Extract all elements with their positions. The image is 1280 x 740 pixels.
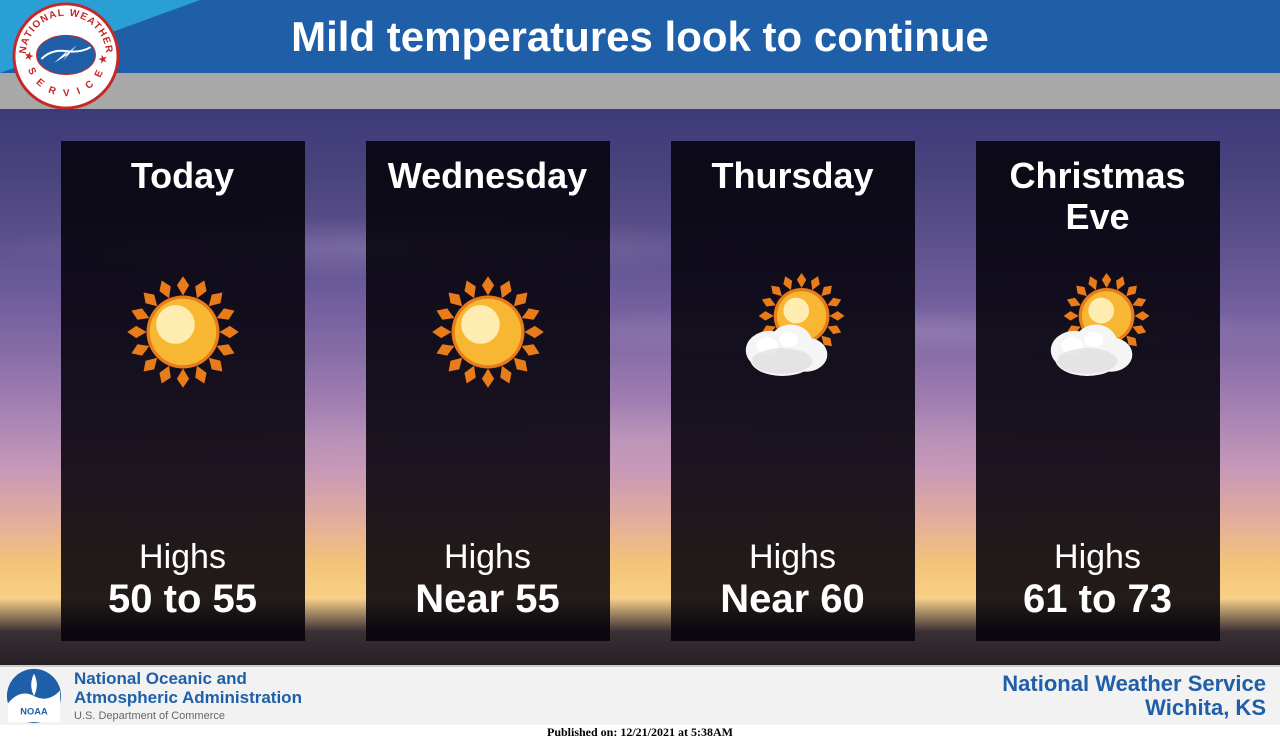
weather-partly-cloudy-icon <box>1033 247 1163 417</box>
forecast-day-label: ChristmasEve <box>1009 155 1185 241</box>
forecast-day-label: Today <box>131 155 234 241</box>
noaa-name-2: Atmospheric Administration <box>74 689 302 708</box>
forecast-highs: Highs 61 to 73 <box>1023 538 1172 621</box>
highs-label: Highs <box>720 538 865 577</box>
forecast-highs: Highs Near 60 <box>720 538 865 621</box>
noaa-name-1: National Oceanic and <box>74 670 302 689</box>
sub-header-bar <box>0 73 1280 109</box>
forecast-panel: Today Highs 50 to 55 Wednesday Highs Nea… <box>0 109 1280 665</box>
forecast-day-label: Wednesday <box>388 155 587 241</box>
footer-bar: NOAA National Oceanic and Atmospheric Ad… <box>0 665 1280 725</box>
nws-logo-icon: NATIONAL WEATHER ★ S E R V I C E ★ <box>12 2 120 110</box>
nws-name: National Weather Service <box>1002 672 1266 696</box>
forecast-highs: Highs Near 55 <box>415 538 560 621</box>
highs-value: Near 55 <box>415 577 560 621</box>
highs-value: 61 to 73 <box>1023 577 1172 621</box>
forecast-highs: Highs 50 to 55 <box>108 538 257 621</box>
noaa-subtitle: U.S. Department of Commerce <box>74 710 302 722</box>
forecast-card: Thursday Highs Near 60 <box>671 141 915 641</box>
nws-location: Wichita, KS <box>1002 696 1266 720</box>
forecast-card: Today Highs 50 to 55 <box>61 141 305 641</box>
page-title: Mild temperatures look to continue <box>291 13 989 61</box>
forecast-day-label: Thursday <box>711 155 873 241</box>
weather-partly-cloudy-icon <box>728 247 858 417</box>
highs-label: Highs <box>1023 538 1172 577</box>
highs-label: Highs <box>108 538 257 577</box>
highs-value: Near 60 <box>720 577 865 621</box>
svg-text:NOAA: NOAA <box>20 707 48 717</box>
weather-sun-icon <box>124 247 242 417</box>
published-timestamp: Published on: 12/21/2021 at 5:38AM <box>0 725 1280 740</box>
highs-label: Highs <box>415 538 560 577</box>
forecast-card: ChristmasEve Highs 61 to 73 <box>976 141 1220 641</box>
weather-sun-icon <box>429 247 547 417</box>
highs-value: 50 to 55 <box>108 577 257 621</box>
noaa-text-block: National Oceanic and Atmospheric Adminis… <box>74 670 302 721</box>
forecast-card: Wednesday Highs Near 55 <box>366 141 610 641</box>
noaa-logo-icon: NOAA <box>6 668 62 724</box>
nws-text-block: National Weather Service Wichita, KS <box>1002 672 1266 720</box>
header-bar: Mild temperatures look to continue <box>0 0 1280 73</box>
